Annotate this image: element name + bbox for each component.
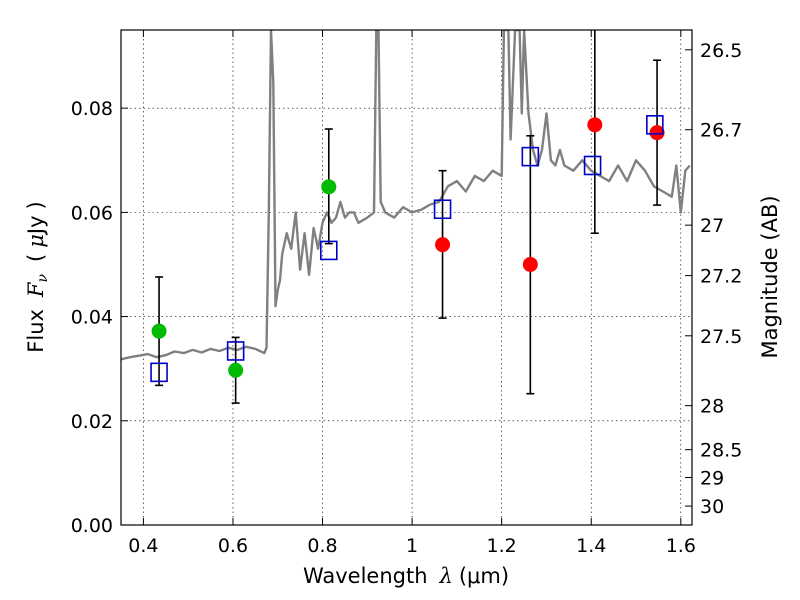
y-axis-label-open: (	[24, 254, 48, 262]
model-point	[583, 155, 602, 176]
y-axis-label-subscript: ν	[35, 273, 51, 282]
spectrum-line	[121, 30, 691, 361]
y-tick-label: 0.00	[71, 515, 113, 537]
x-tick-label: 0.8	[307, 535, 337, 557]
mag-tick-label: 30	[700, 496, 724, 518]
mag-tick-label: 26.7	[700, 120, 742, 142]
x-axis-label-symbol: λ	[439, 564, 453, 588]
x-axis-label: Wavelength λ (μm)	[303, 564, 509, 588]
spectrum-layer	[121, 30, 691, 361]
mag-tick-label: 26.5	[700, 40, 742, 62]
ticks	[121, 30, 692, 526]
mag-tick-label: 27	[700, 215, 724, 237]
model-point	[150, 362, 168, 383]
x-axis-label-word: Wavelength	[303, 564, 428, 588]
x-tick-label: 1.4	[576, 535, 606, 557]
y-axis-label: Flux Fν ( μJy)	[24, 201, 51, 352]
y-tick-label: 0.04	[71, 307, 113, 329]
mag-tick-label: 28.5	[700, 440, 742, 462]
non-detections-point	[587, 117, 603, 133]
detections-point	[151, 323, 167, 339]
x-axis-label-unit: (μm)	[459, 564, 509, 588]
mag-tick-label: 27.2	[700, 266, 742, 288]
x-tick-label: 1	[406, 535, 418, 557]
non-detections-point	[522, 256, 538, 272]
mag-tick-label: 29	[700, 467, 724, 489]
model-point	[433, 199, 452, 220]
y-tick-label: 0.02	[71, 411, 113, 433]
y2-axis-label: Magnitude (AB)	[758, 195, 782, 358]
y-axis-label-mu: μ	[24, 234, 48, 248]
x-tick-label: 1.2	[487, 535, 517, 557]
y-tick-label: 0.06	[71, 202, 113, 224]
model-point	[319, 240, 338, 261]
y-axis-label-close: )	[24, 201, 48, 209]
x-tick-label: 1.6	[666, 535, 696, 557]
data-markers	[150, 115, 665, 383]
detections-point	[228, 362, 244, 378]
mag-tick-label: 28	[700, 396, 724, 418]
x-tick-label: 0.4	[128, 535, 158, 557]
y-tick-label: 0.08	[71, 98, 113, 120]
model-point	[646, 115, 664, 135]
y-axis-label-unit: Jy	[24, 215, 48, 236]
grid	[121, 30, 692, 526]
mag-tick-label: 27.5	[700, 326, 742, 348]
model-point	[226, 341, 245, 361]
x-tick-label: 0.6	[218, 535, 248, 557]
tick-labels: 0.4 0.6 0.8 1 1.2 1.4 1.6 0.00 0.02 0.04 0.06 0.08 2…	[71, 40, 743, 557]
non-detections-point	[435, 237, 451, 253]
model-point	[521, 146, 540, 167]
non-detections-point	[649, 125, 665, 141]
y-axis-label-symbol: F	[24, 281, 48, 298]
detections-point	[321, 179, 337, 195]
plot-frame	[120, 29, 693, 526]
y-axis-label-word: Flux	[24, 309, 48, 353]
